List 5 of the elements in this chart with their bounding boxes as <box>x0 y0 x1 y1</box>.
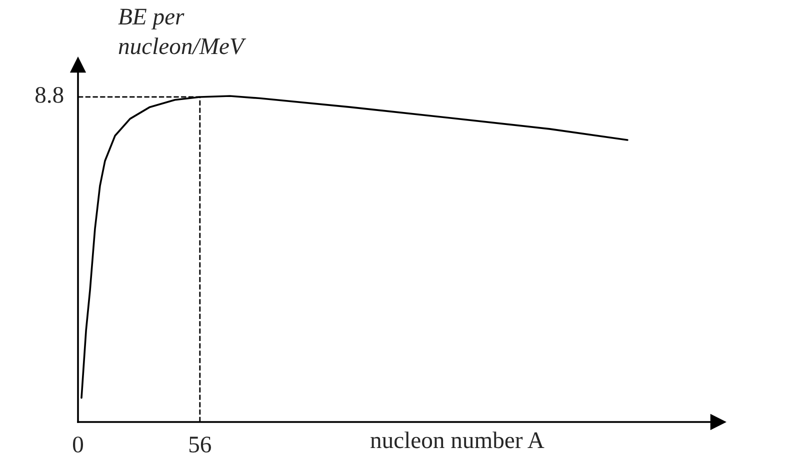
x-tick-label: 0 <box>72 436 84 453</box>
x-axis-title: nucleon number A <box>370 432 544 448</box>
x-tick-label: 56 <box>189 436 212 453</box>
y-axis-title: BE per nucleon/MeV <box>118 8 246 54</box>
text: 8.8 <box>35 86 64 103</box>
